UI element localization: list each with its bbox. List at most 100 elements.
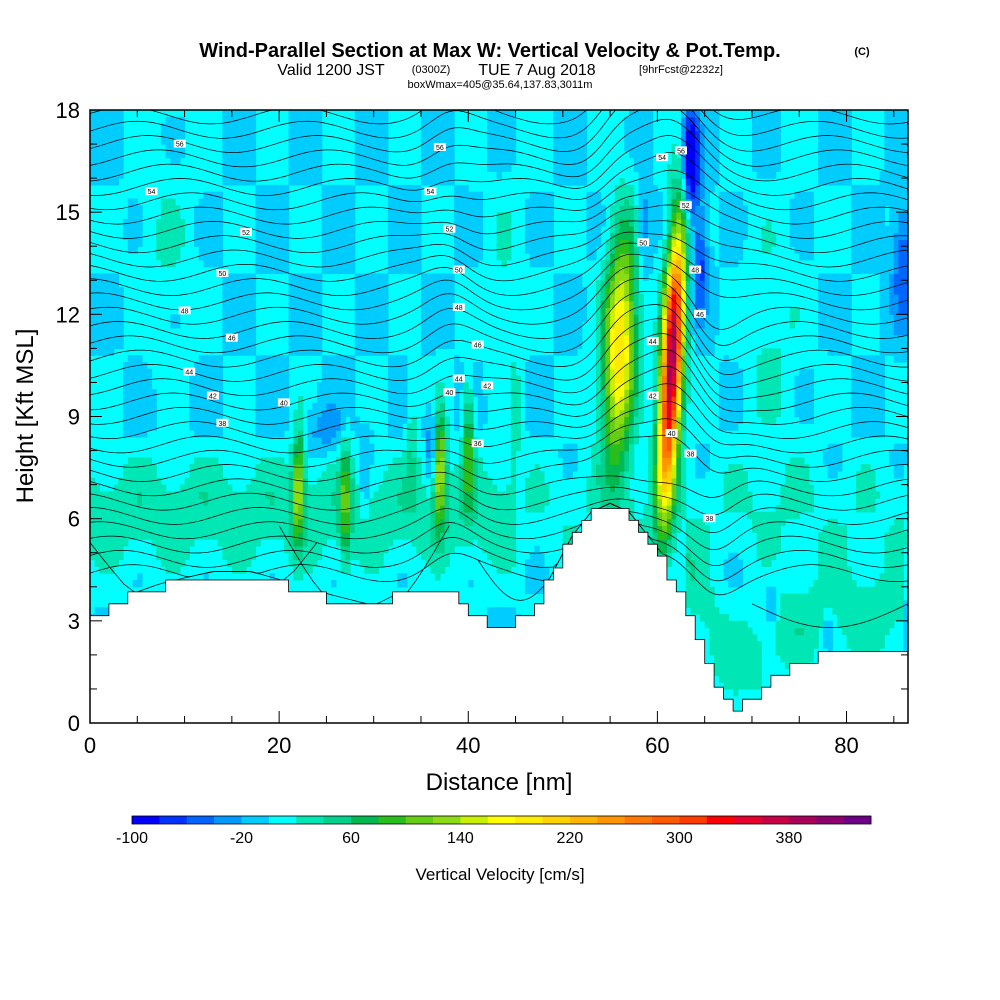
field-cell [595,491,602,499]
field-cell [614,334,621,343]
field-cell [94,150,101,159]
field-cell [250,552,257,561]
field-cell [208,477,214,486]
field-cell [439,450,446,458]
field-cell [316,416,323,424]
field-cell [402,457,408,465]
field-cell [104,498,110,506]
field-cell [444,498,450,506]
field-cell [619,218,625,227]
field-cell [99,518,105,527]
field-cell [350,375,356,384]
field-cell [496,532,502,540]
field-cell [487,477,493,486]
field-cell [482,409,488,418]
field-cell [633,436,640,445]
field-cell [326,382,332,390]
field-cell [104,511,110,520]
field-cell [477,457,484,465]
field-cell [439,341,446,349]
field-cell [231,171,238,179]
field-cell [577,280,583,288]
field-cell [359,123,365,132]
field-cell [458,239,465,247]
field-cell [591,191,597,200]
field-cell [595,212,602,220]
field-cell [373,300,380,309]
field-cell [449,123,455,132]
field-cell [359,559,365,567]
field-cell [562,464,569,472]
field-cell [340,198,346,206]
field-cell [454,225,460,234]
field-cell [397,498,403,506]
field-cell [227,545,233,554]
field-cell [146,511,153,520]
field-cell [402,355,408,363]
field-cell [212,198,219,206]
field-cell [151,423,157,431]
field-cell [397,409,403,418]
field-cell [142,416,148,424]
field-cell [293,470,299,479]
field-cell [350,532,356,540]
field-cell [420,416,427,424]
field-cell [165,511,171,520]
field-cell [383,484,389,493]
field-cell [137,470,143,479]
field-cell [264,416,271,424]
field-cell [411,525,417,533]
field-cell [99,144,105,152]
field-cell [302,327,309,336]
field-cell [439,457,446,465]
field-cell [108,511,115,520]
field-cell [378,171,384,179]
field-cell [444,450,450,458]
field-cell [189,409,195,418]
field-cell [378,307,384,315]
field-cell [246,518,252,527]
field-cell [293,280,299,288]
field-cell [425,110,432,118]
field-cell [151,402,157,411]
field-cell [501,259,507,268]
field-cell [491,525,498,533]
field-cell [449,300,455,309]
field-cell [170,253,176,261]
field-cell [298,518,304,527]
field-cell [260,246,266,254]
field-cell [354,123,361,132]
field-cell [435,484,441,493]
field-cell [340,518,346,527]
field-cell [231,280,238,288]
field-cell [605,402,611,411]
field-cell [444,416,450,424]
field-cell [610,246,616,254]
field-cell [496,225,502,234]
field-cell [194,505,200,513]
field-cell [312,314,318,322]
field-cell [425,450,432,458]
field-cell [454,491,460,499]
field-cell [387,539,394,547]
field-cell [430,314,436,322]
field-cell [610,362,616,370]
field-cell [250,532,257,540]
field-cell [506,532,512,540]
field-cell [553,327,559,336]
field-cell [539,498,545,506]
field-cell [293,150,299,159]
field-cell [477,389,484,397]
field-cell [416,198,422,206]
field-cell [463,239,469,247]
field-cell [595,191,602,200]
field-cell [624,321,630,329]
field-cell [113,498,119,506]
field-cell [425,341,432,349]
field-cell [231,491,238,499]
field-cell [458,436,465,445]
field-cell [104,314,110,322]
field-cell [359,300,365,309]
field-cell [123,362,129,370]
field-cell [345,266,351,275]
